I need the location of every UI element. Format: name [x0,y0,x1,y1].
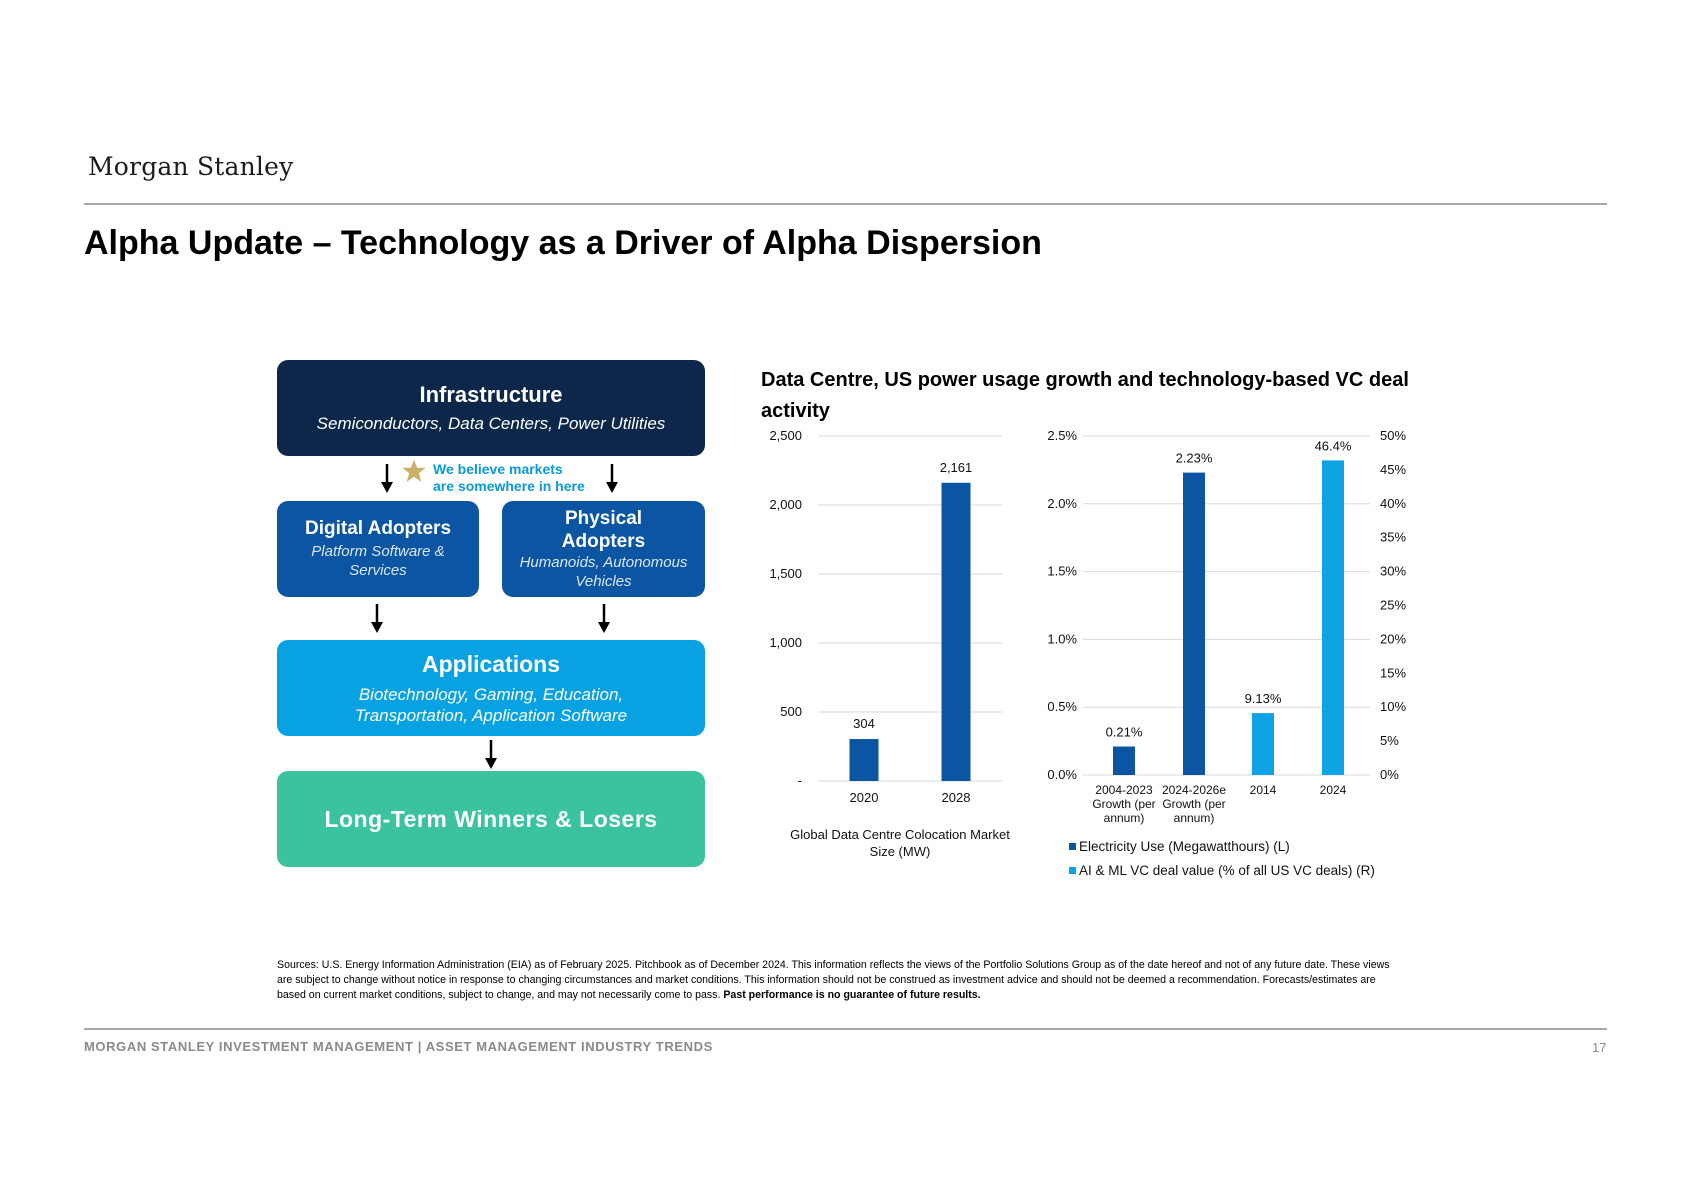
digital-adopters-box: Digital Adopters Platform Software & Ser… [277,501,479,597]
x-tick-label: annum) [1174,811,1215,825]
legend-item-ai-vc: AI & ML VC deal value (% of all US VC de… [1069,863,1375,878]
y-tick-label-left: 2.5% [1047,428,1077,443]
star-icon [402,459,426,482]
data-label: 2,161 [940,460,973,475]
page-number: 17 [1592,1040,1607,1055]
y-tick-label-right: 35% [1380,530,1406,545]
y-tick-label: - [798,773,802,788]
data-label: 0.21% [1106,725,1143,740]
y-tick-label-right: 15% [1380,665,1406,680]
x-tick-label: Growth (per [1092,797,1155,811]
bar [1252,713,1274,775]
x-tick-label: 2024-2026e [1162,783,1226,797]
winners-losers-title: Long-Term Winners & Losers [324,805,658,832]
morgan-stanley-logo: Morgan Stanley [88,152,294,181]
y-tick-label: 500 [780,704,802,719]
chart-title: Data Centre, US power usage growth and t… [761,369,1409,422]
data-label: 2.23% [1176,451,1213,466]
header-divider [84,203,1607,205]
y-tick-label-right: 10% [1380,699,1406,714]
x-tick-label: annum) [1104,811,1145,825]
sources-text: Sources: U.S. Energy Information Adminis… [277,959,1390,1001]
y-tick-label-left: 0.5% [1047,699,1077,714]
physical-adopters-box: Physical Adopters Humanoids, Autonomous … [502,501,705,597]
y-tick-label-left: 0.0% [1047,767,1077,782]
legend-item-electricity: Electricity Use (Megawatthours) (L) [1069,839,1290,854]
data-label: 304 [853,716,875,731]
arrow-down-icon [606,464,618,493]
y-tick-label-left: 2.0% [1047,496,1077,511]
y-tick-label: 2,000 [769,497,802,512]
y-tick-label-right: 25% [1380,598,1406,613]
arrow-down-icon [371,604,383,633]
x-tick-label: Growth (per [1162,797,1225,811]
x-tick-label: 2028 [942,790,971,805]
arrow-down-icon [598,604,610,633]
market-position-note: We believe markets are somewhere in here [433,461,608,495]
bar [941,482,971,781]
footer-text: MORGAN STANLEY INVESTMENT MANAGEMENT | A… [84,1039,713,1054]
note-line: We believe markets [433,461,563,477]
physical-adopters-subtitle: Humanoids, Autonomous Vehicles [519,554,688,590]
physical-adopters-title: Physical Adopters [561,508,646,552]
note-line: are somewhere in here [433,478,585,494]
y-tick-label-right: 50% [1380,428,1406,443]
applications-subtitle: Biotechnology, Gaming, Education, Transp… [354,684,628,725]
sources-bold-text: Past performance is no guarantee of futu… [723,989,981,1001]
x-tick-label: 2004-2023 [1095,783,1153,797]
infrastructure-title: Infrastructure [419,382,563,407]
bar [849,739,879,781]
x-tick-label: 2014 [1250,783,1277,797]
arrow-down-icon [485,740,497,769]
legend-label: AI & ML VC deal value (% of all US VC de… [1079,863,1375,878]
bar [1113,746,1135,775]
x-tick-label: 2020 [850,790,879,805]
legend-swatch [1069,843,1076,850]
bar [1322,460,1344,775]
applications-box: Applications Biotechnology, Gaming, Educ… [277,640,705,736]
y-tick-label-right: 30% [1380,564,1406,579]
digital-adopters-title: Digital Adopters [304,518,452,539]
y-tick-label-right: 5% [1380,733,1399,748]
page-title: Alpha Update – Technology as a Driver of… [84,224,1042,262]
x-tick-label: 2024 [1320,783,1347,797]
sources-disclaimer: Sources: U.S. Energy Information Adminis… [277,958,1407,1003]
y-tick-label: 2,500 [769,428,802,443]
bar [1183,472,1205,775]
legend-label: Electricity Use (Megawatthours) (L) [1079,839,1290,854]
y-tick-label-left: 1.0% [1047,631,1077,646]
legend-swatch [1069,867,1076,874]
applications-title: Applications [421,650,560,677]
data-label: 9.13% [1245,691,1282,706]
data-label: 46.4% [1315,438,1352,453]
y-tick-label-right: 20% [1380,631,1406,646]
y-tick-label-right: 45% [1380,462,1406,477]
y-tick-label-left: 1.5% [1047,564,1077,579]
y-tick-label-right: 0% [1380,767,1399,782]
arrow-down-icon [381,464,393,493]
y-tick-label-right: 40% [1380,496,1406,511]
infrastructure-box: Infrastructure Semiconductors, Data Cent… [277,360,705,456]
digital-adopters-subtitle: Platform Software & Services [311,543,445,579]
infrastructure-subtitle: Semiconductors, Data Centers, Power Util… [316,414,666,433]
y-tick-label: 1,000 [769,635,802,650]
winners-losers-box: Long-Term Winners & Losers [277,771,705,867]
y-tick-label: 1,500 [769,566,802,581]
footer-divider [84,1028,1607,1030]
left-chart-caption: Global Data Centre Colocation Market Siz… [790,827,1010,859]
